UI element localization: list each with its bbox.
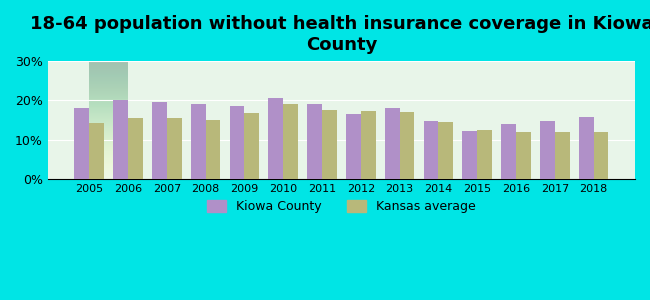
Bar [540,121,554,179]
Bar [400,112,414,179]
Bar [205,120,220,179]
Bar [229,106,244,179]
Bar [268,98,283,179]
Bar [283,104,298,179]
Bar [191,104,205,179]
Title: 18-64 population without health insurance coverage in Kiowa
County: 18-64 population without health insuranc… [30,15,650,54]
Bar [578,117,593,179]
Bar [554,132,569,179]
Bar [152,102,167,179]
Bar [516,132,530,179]
Bar [89,123,104,179]
Bar [462,131,477,179]
Bar [307,104,322,179]
Bar [128,118,143,179]
Bar [593,132,608,179]
Bar [501,124,516,179]
Bar [477,130,492,179]
Bar [424,121,438,179]
Bar [75,108,89,179]
Bar [322,110,337,179]
Legend: Kiowa County, Kansas average: Kiowa County, Kansas average [202,195,480,218]
Bar [346,114,361,179]
Bar [361,112,376,179]
Bar [438,122,453,179]
Bar [244,113,259,179]
Bar [113,100,128,179]
Bar [167,118,181,179]
Bar [385,108,400,179]
